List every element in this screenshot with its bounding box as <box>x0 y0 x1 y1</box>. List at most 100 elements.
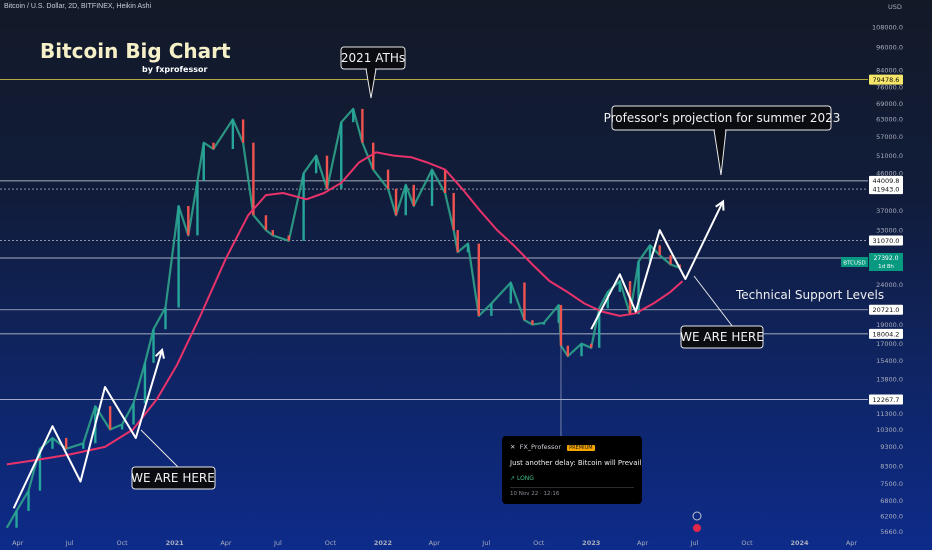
price-candle <box>477 243 480 316</box>
time-tick: Apr <box>429 539 441 547</box>
price-tick: 96000.0 <box>876 44 903 52</box>
price-candle <box>452 192 455 231</box>
price-tick: 9300.0 <box>880 443 903 451</box>
time-tick: 2022 <box>374 539 392 547</box>
price-candle <box>252 142 255 216</box>
time-tick: Oct <box>533 539 545 547</box>
price-tick: 57000.0 <box>876 133 903 141</box>
idea-date: 10 Nov 22 · 12:16 <box>510 491 560 497</box>
price-candle <box>132 403 135 425</box>
price-tick: 37000.0 <box>876 207 903 215</box>
price-tick: 5660.0 <box>880 528 903 536</box>
price-candle <box>202 142 205 181</box>
level-label: 12267.7 <box>873 396 900 404</box>
idea-direction-row: ↗ LONG <box>510 475 534 482</box>
price-candle <box>152 329 155 363</box>
price-candle <box>456 230 459 253</box>
current-price-badge <box>869 253 903 272</box>
price-tick: 7500.0 <box>880 480 903 488</box>
ma-series <box>6 151 684 466</box>
time-tick: Apr <box>220 539 232 547</box>
price-candle <box>490 303 493 316</box>
price-tick: 84000.0 <box>876 66 903 74</box>
chart-tool-icons[interactable] <box>692 511 702 532</box>
price-tick: 6800.0 <box>880 497 903 505</box>
price-candle <box>637 261 640 315</box>
premium-badge: PREMIUM <box>567 445 595 451</box>
price-candle <box>394 188 398 216</box>
price-candle <box>325 155 329 189</box>
level-tag <box>869 304 903 315</box>
price-tick: 69000.0 <box>876 100 903 108</box>
time-tick: Oct <box>741 539 753 547</box>
level-tag <box>869 394 903 405</box>
price-candle <box>618 281 621 292</box>
price-tick: 15400.0 <box>876 357 903 365</box>
here-2023-label: WE ARE HERE <box>680 330 764 344</box>
symbol-label: BTCUSD <box>843 260 865 266</box>
price-candle <box>557 305 560 323</box>
time-tick: 2021 <box>166 539 185 547</box>
level-label: 44009.8 <box>873 177 900 185</box>
price-candle <box>509 282 512 304</box>
price-candle <box>143 362 147 404</box>
price-candle <box>430 169 434 206</box>
price-candle <box>669 255 672 265</box>
price-candle <box>404 184 407 216</box>
price-tick: 11300.0 <box>876 410 903 418</box>
price-candle <box>531 320 534 325</box>
price-candle <box>187 205 190 236</box>
price-candle <box>566 345 570 357</box>
price-tick: 10300.0 <box>876 426 903 434</box>
idea-author-row: ✕ FX_Professor PREMIUM <box>510 443 595 451</box>
arrow-head <box>715 199 725 211</box>
price-tick: 6200.0 <box>880 513 903 521</box>
ma-line <box>6 151 684 466</box>
chart-title: Bitcoin Big Chart <box>40 39 231 63</box>
price-candle <box>264 215 268 231</box>
symbol-badge <box>841 257 868 268</box>
price-candle <box>598 308 601 348</box>
idea-text: Just another delay: Bitcoin will Prevail <box>510 459 642 467</box>
level-tag <box>869 235 903 246</box>
price-candle <box>302 173 305 241</box>
time-tick: Jul <box>690 539 699 547</box>
price-tick: 33000.0 <box>876 226 903 234</box>
idea-card[interactable]: ✕ FX_Professor PREMIUM Just another dela… <box>502 436 642 504</box>
price-tick: 108000.0 <box>872 23 903 31</box>
price-tick: 17000.0 <box>876 340 903 348</box>
price-candle <box>38 448 42 491</box>
price-candle <box>559 305 563 346</box>
ath-label: 2021 ATHs <box>341 51 405 65</box>
level-label: 31070.0 <box>873 237 900 245</box>
time-tick: Apr <box>637 539 649 547</box>
price-axis: USD 5660.0 6200.0 6800.0 7500.0 8300.0 9300.0 1… <box>841 3 903 536</box>
time-axis: Apr Jul Oct 2021 Apr Jul Oct 2022 Apr Jul Oct 2023 A… <box>12 539 857 547</box>
price-candle <box>108 406 112 430</box>
level-tag <box>869 74 903 85</box>
price-candle <box>15 510 18 528</box>
price-candle <box>314 155 318 174</box>
price-candle <box>27 490 30 511</box>
idea-direction: LONG <box>516 475 534 482</box>
axis-unit: USD <box>888 3 902 11</box>
level-tag <box>869 184 903 195</box>
price-series <box>5 107 681 529</box>
level-label: 18004.2 <box>873 330 900 338</box>
idea-author: FX_Professor <box>519 443 562 451</box>
time-tick: Jul <box>273 539 282 547</box>
projection-2023 <box>590 201 724 330</box>
price-candle <box>386 169 390 189</box>
price-candle <box>120 424 124 430</box>
level-label: 41943.0 <box>873 185 900 193</box>
alert-icon <box>692 511 702 521</box>
card-divider <box>510 487 634 488</box>
price-tick: 46000.0 <box>876 170 903 178</box>
trend-up-icon: ↗ <box>510 475 516 482</box>
price-candle <box>231 119 235 150</box>
time-tick: Apr <box>12 539 24 547</box>
level-tag <box>869 328 903 339</box>
symbol-header: Bitcoin / U.S. Dollar, 2D, BITFINEX, Hei… <box>4 3 152 10</box>
